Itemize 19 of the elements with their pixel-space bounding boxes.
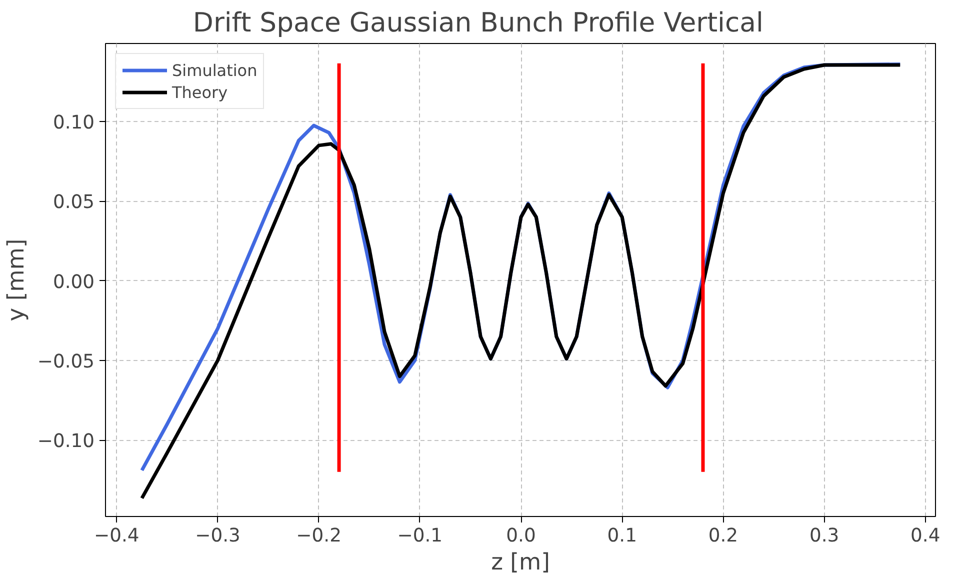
x-axis-title: z [m]: [491, 550, 550, 576]
x-tick-label: 0.4: [910, 526, 940, 546]
legend-label: Simulation: [172, 60, 258, 80]
y-tick-label: 0.10: [52, 112, 95, 134]
y-axis-title: y [mm]: [3, 238, 30, 322]
x-tick-label: −0.2: [296, 526, 342, 546]
x-tick-label: 0.1: [607, 526, 637, 546]
y-tick-label: 0.05: [52, 192, 95, 214]
chart-title: Drift Space Gaussian Bunch Profile Vertical: [192, 8, 764, 38]
y-tick-label: −0.10: [37, 431, 94, 452]
y-tick-label: −0.05: [37, 351, 94, 372]
legend-label: Theory: [172, 82, 228, 102]
x-tick-label: 0.3: [809, 526, 840, 546]
y-tick-label: 0.00: [52, 272, 95, 293]
x-tick-label: −0.1: [397, 526, 443, 546]
x-tick-label: −0.3: [195, 526, 240, 546]
x-tick-label: 0.0: [506, 526, 536, 546]
x-tick-label: −0.4: [94, 526, 140, 546]
x-tick-label: 0.2: [708, 526, 738, 546]
